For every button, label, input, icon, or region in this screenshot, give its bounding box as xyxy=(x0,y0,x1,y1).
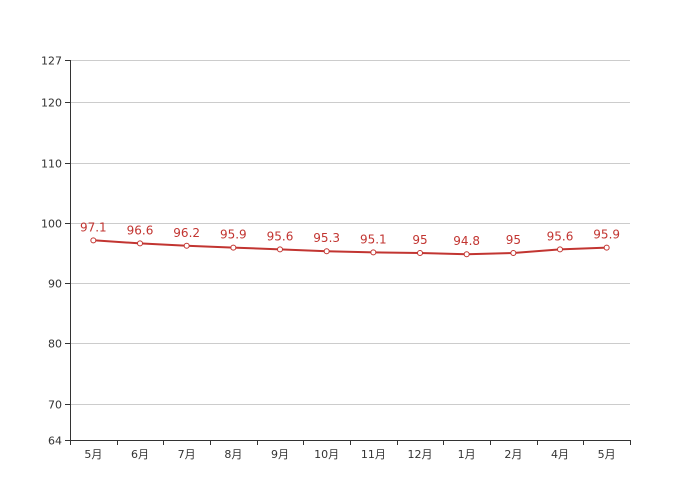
series-line xyxy=(93,239,607,256)
x-tick-label: 9月 xyxy=(271,448,289,461)
x-tick-label: 10月 xyxy=(314,448,339,461)
data-label: 95.6 xyxy=(547,229,574,243)
x-tick-label: 7月 xyxy=(178,448,196,461)
y-tick-label: 80 xyxy=(48,338,62,351)
y-tick-label: 120 xyxy=(41,97,62,110)
data-label: 96.6 xyxy=(127,223,154,237)
x-tick-label: 5月 xyxy=(84,448,102,461)
y-tick-label: 90 xyxy=(48,278,62,291)
x-tick-label: 1月 xyxy=(458,448,476,461)
x-tick-label: 4月 xyxy=(551,448,569,461)
data-point xyxy=(510,250,517,257)
data-label: 95.6 xyxy=(267,229,294,243)
y-tick-label: 70 xyxy=(48,399,62,412)
data-point xyxy=(90,237,97,244)
data-label: 96.2 xyxy=(173,226,200,240)
data-label: 95.3 xyxy=(313,231,340,245)
data-label: 97.1 xyxy=(80,220,107,234)
data-point xyxy=(603,244,610,251)
data-label: 95.1 xyxy=(360,232,387,246)
y-tick-label: 110 xyxy=(41,158,62,171)
data-point xyxy=(137,240,143,247)
y-tick-label: 127 xyxy=(41,55,62,68)
data-point xyxy=(277,246,283,253)
data-point xyxy=(230,244,237,251)
x-tick-label: 12月 xyxy=(408,448,433,461)
data-point xyxy=(183,242,190,249)
x-tick-label: 6月 xyxy=(131,448,149,461)
x-tick-label: 5月 xyxy=(598,448,616,461)
data-point xyxy=(463,251,470,258)
data-point xyxy=(370,249,377,256)
data-label: 95 xyxy=(412,233,427,247)
data-point xyxy=(557,246,563,253)
y-tick-label: 64 xyxy=(48,435,62,448)
data-point xyxy=(323,248,330,255)
x-tick-label: 8月 xyxy=(224,448,242,461)
data-label: 95 xyxy=(506,233,521,247)
data-label: 95.9 xyxy=(220,228,247,242)
x-tick-label: 2月 xyxy=(504,448,522,461)
y-tick-label: 100 xyxy=(41,218,62,231)
data-label: 95.9 xyxy=(593,228,620,242)
x-tick-label: 11月 xyxy=(361,448,386,461)
data-label: 94.8 xyxy=(453,234,480,248)
data-point xyxy=(417,250,423,257)
